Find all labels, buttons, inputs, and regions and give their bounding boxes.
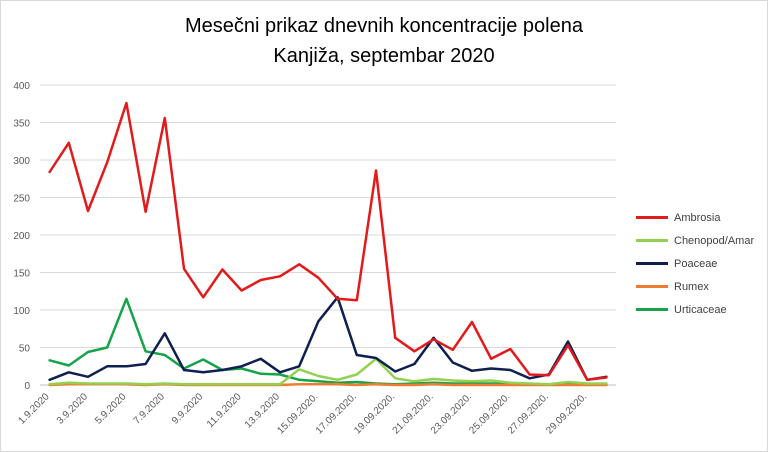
series-line-ambrosia	[48, 101, 608, 382]
legend-label: Chenopod/Amar	[674, 234, 755, 247]
x-tick-label: 5.9.2020	[93, 391, 129, 427]
series-lines	[48, 101, 608, 387]
y-tick-label: 400	[13, 81, 30, 92]
legend-swatch	[636, 285, 668, 288]
x-tick-label: 29.09.2020.	[544, 391, 589, 436]
x-tick-label: 3.9.2020	[55, 391, 91, 427]
y-tick-label: 50	[19, 344, 31, 355]
legend-item: Urticaceae	[636, 298, 766, 321]
legend: Ambrosia Chenopod/Amar Poaceae Rumex Urticac…	[636, 206, 766, 321]
x-tick-label: 1.9.2020	[16, 391, 52, 427]
legend-item: Poaceae	[636, 252, 766, 275]
legend-item: Ambrosia	[636, 206, 766, 229]
legend-item: Rumex	[636, 275, 766, 298]
legend-swatch	[636, 239, 668, 242]
y-tick-label: 250	[13, 194, 30, 205]
y-tick-label: 0	[24, 381, 30, 392]
chart-subtitle: Kanjiža, septembar 2020	[273, 45, 495, 67]
x-axis: 1.9.2020 3.9.2020 5.9.2020 7.9.2020 9.9.2020…	[16, 391, 589, 436]
legend-label: Ambrosia	[674, 211, 721, 224]
y-tick-label: 350	[13, 119, 30, 130]
series-line-chenopod-amar	[48, 357, 608, 386]
legend-swatch	[636, 308, 668, 311]
y-axis: 0 50 100 150 200 250 300 350 400	[13, 81, 616, 392]
x-tick-label: 13.9.2020	[243, 391, 283, 431]
series-line-urticaceae	[48, 297, 608, 386]
y-tick-label: 200	[13, 231, 30, 242]
legend-swatch	[636, 216, 668, 219]
x-tick-label: 7.9.2020	[132, 391, 168, 427]
y-tick-label: 100	[13, 306, 30, 317]
legend-swatch	[636, 262, 668, 265]
legend-label: Poaceae	[674, 257, 718, 270]
x-tick-label: 9.9.2020	[170, 391, 206, 427]
legend-label: Rumex	[674, 280, 709, 293]
x-tick-label: 11.9.2020	[205, 391, 244, 430]
series-line-poaceae	[48, 296, 608, 382]
chart-title: Mesečni prikaz dnevnih koncentracije pol…	[184, 15, 583, 37]
legend-label: Urticaceae	[674, 303, 727, 316]
y-tick-label: 150	[13, 269, 30, 280]
y-tick-label: 300	[13, 156, 30, 167]
legend-item: Chenopod/Amar	[636, 229, 766, 252]
